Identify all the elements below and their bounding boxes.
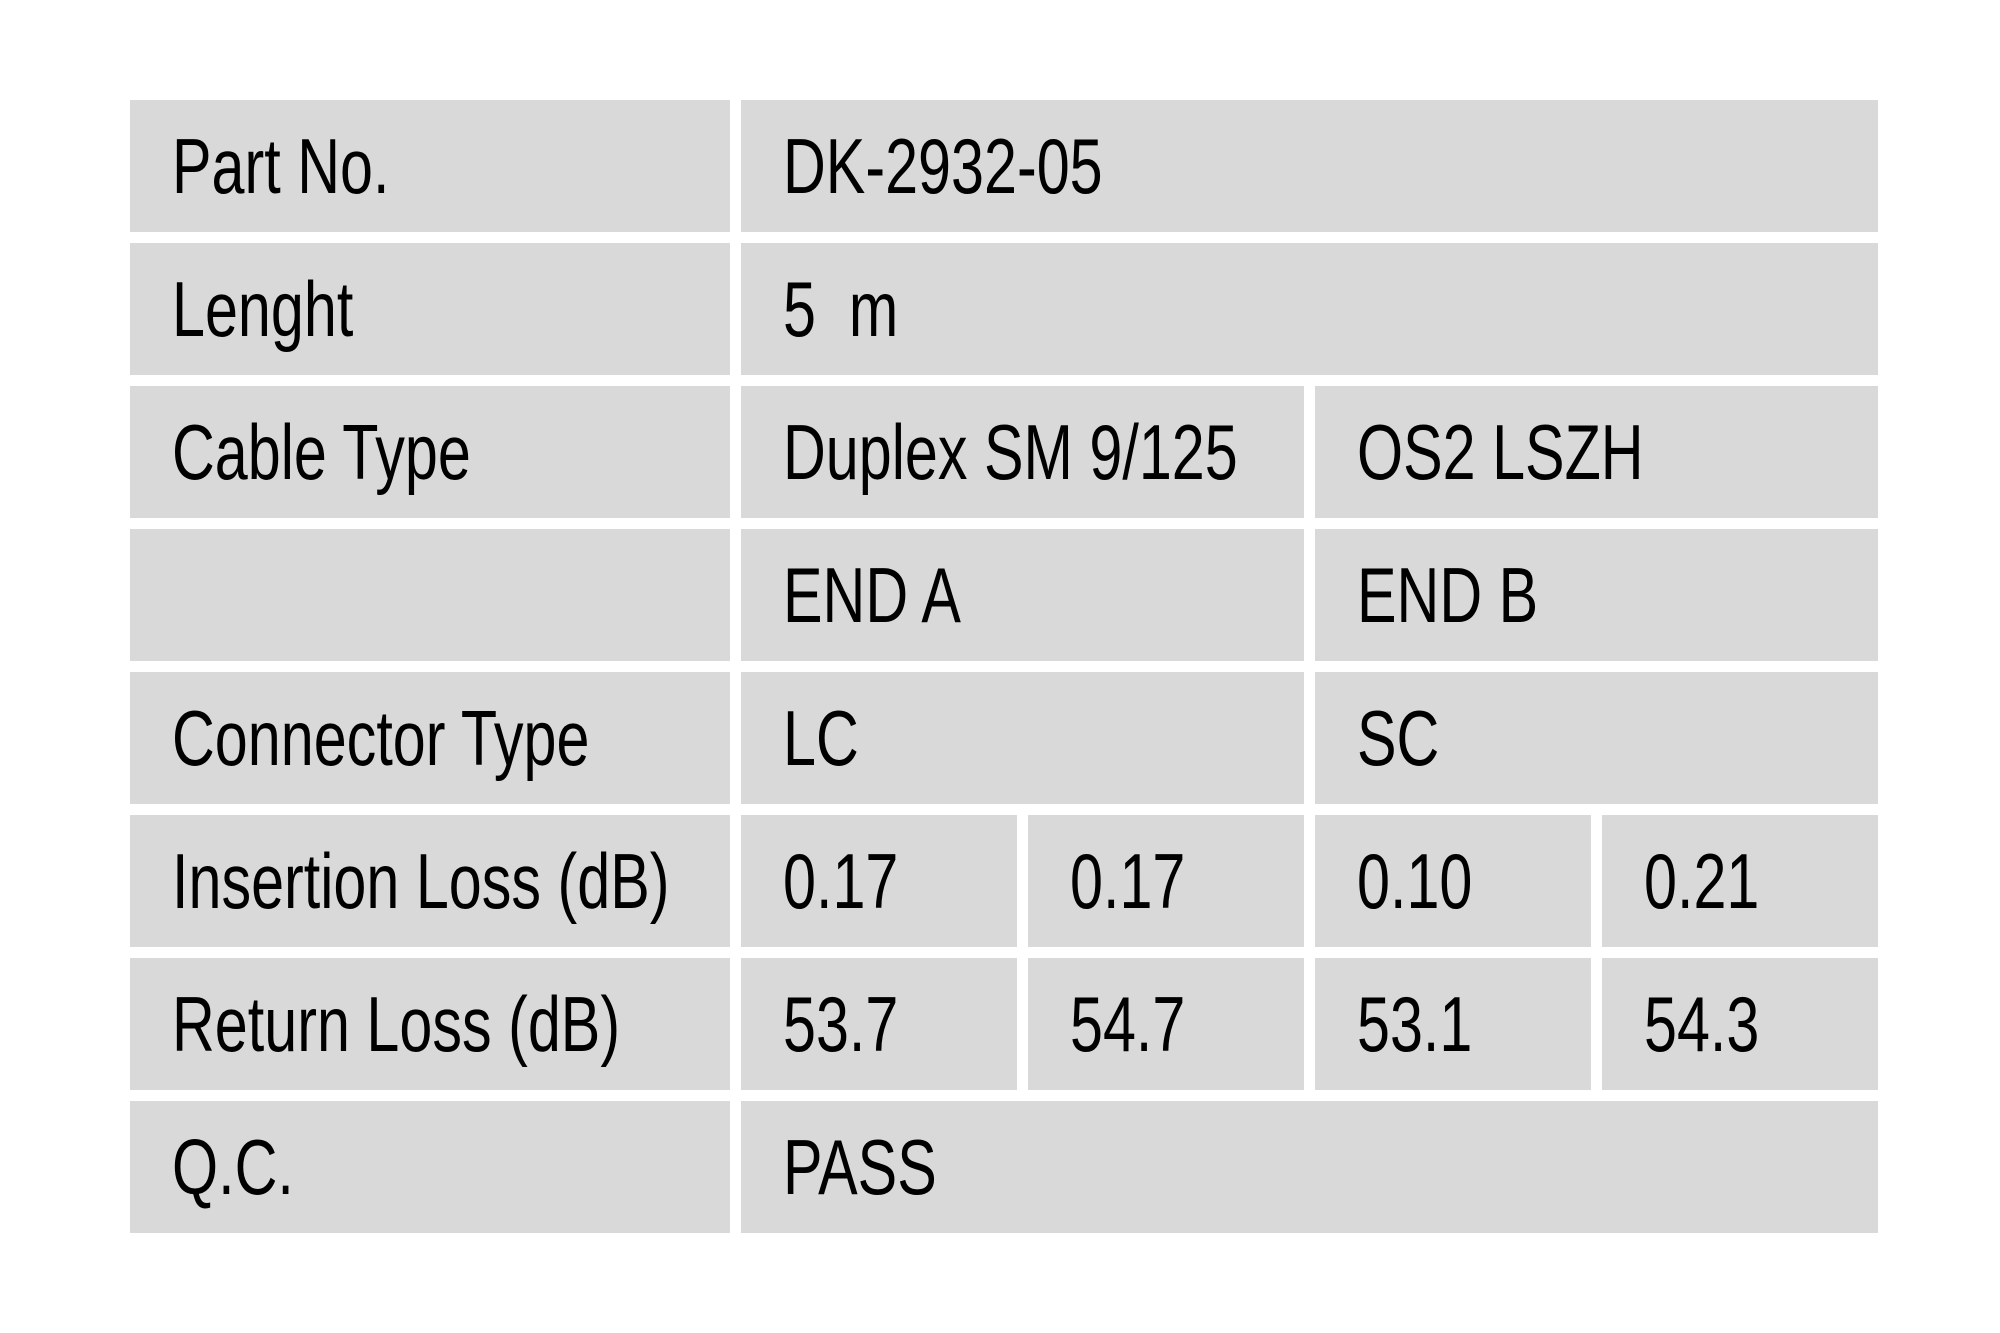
end-b-header: END B <box>1357 551 1539 639</box>
return-loss-label: Return Loss (dB) <box>172 980 621 1068</box>
insertion-loss-end-a-fiber2: 0.17 <box>1070 837 1186 925</box>
return-loss-end-b-fiber2-cell: 54.3 <box>1602 958 1878 1090</box>
return-loss-end-b-fiber1: 53.1 <box>1357 980 1473 1068</box>
length-label: Lenght <box>172 265 354 353</box>
part-no-label-cell: Part No. <box>130 100 730 232</box>
part-no-label: Part No. <box>172 122 390 210</box>
qc-result-cell: PASS <box>741 1101 1878 1233</box>
cable-type-label-cell: Cable Type <box>130 386 730 518</box>
qc-label-cell: Q.C. <box>130 1101 730 1233</box>
cable-type-value-a-cell: Duplex SM 9/125 <box>741 386 1304 518</box>
cable-type-value-b: OS2 LSZH <box>1357 408 1644 496</box>
return-loss-end-a-fiber1-cell: 53.7 <box>741 958 1017 1090</box>
part-no-value-cell: DK-2932-05 <box>741 100 1878 232</box>
connector-type-label: Connector Type <box>172 694 590 782</box>
insertion-loss-end-b-fiber1: 0.10 <box>1357 837 1473 925</box>
insertion-loss-end-a-fiber1: 0.17 <box>783 837 899 925</box>
insertion-loss-end-a-fiber1-cell: 0.17 <box>741 815 1017 947</box>
return-loss-end-a-fiber2-cell: 54.7 <box>1028 958 1304 1090</box>
insertion-loss-label: Insertion Loss (dB) <box>172 837 670 925</box>
end-b-header-cell: END B <box>1315 529 1878 661</box>
connector-type-end-b-cell: SC <box>1315 672 1878 804</box>
end-header-empty-cell <box>130 529 730 661</box>
connector-type-label-cell: Connector Type <box>130 672 730 804</box>
end-a-header: END A <box>783 551 961 639</box>
return-loss-end-a-fiber2: 54.7 <box>1070 980 1186 1068</box>
length-value: 5 m <box>783 265 899 353</box>
insertion-loss-end-a-fiber2-cell: 0.17 <box>1028 815 1304 947</box>
cable-type-value-b-cell: OS2 LSZH <box>1315 386 1878 518</box>
return-loss-end-a-fiber1: 53.7 <box>783 980 899 1068</box>
cable-type-label: Cable Type <box>172 408 471 496</box>
return-loss-end-b-fiber1-cell: 53.1 <box>1315 958 1591 1090</box>
insertion-loss-end-b-fiber2-cell: 0.21 <box>1602 815 1878 947</box>
qc-label-table: Part No. DK-2932-05 Lenght 5 m Cable Typ… <box>130 100 1878 1233</box>
connector-type-end-a-cell: LC <box>741 672 1304 804</box>
end-a-header-cell: END A <box>741 529 1304 661</box>
connector-type-end-a: LC <box>783 694 859 782</box>
insertion-loss-label-cell: Insertion Loss (dB) <box>130 815 730 947</box>
return-loss-end-b-fiber2: 54.3 <box>1644 980 1760 1068</box>
cable-type-value-a: Duplex SM 9/125 <box>783 408 1238 496</box>
insertion-loss-end-b-fiber2: 0.21 <box>1644 837 1760 925</box>
length-value-cell: 5 m <box>741 243 1878 375</box>
part-no-value: DK-2932-05 <box>783 122 1103 210</box>
length-label-cell: Lenght <box>130 243 730 375</box>
qc-result-value: PASS <box>783 1123 937 1211</box>
qc-label: Q.C. <box>172 1123 294 1211</box>
connector-type-end-b: SC <box>1357 694 1440 782</box>
return-loss-label-cell: Return Loss (dB) <box>130 958 730 1090</box>
insertion-loss-end-b-fiber1-cell: 0.10 <box>1315 815 1591 947</box>
